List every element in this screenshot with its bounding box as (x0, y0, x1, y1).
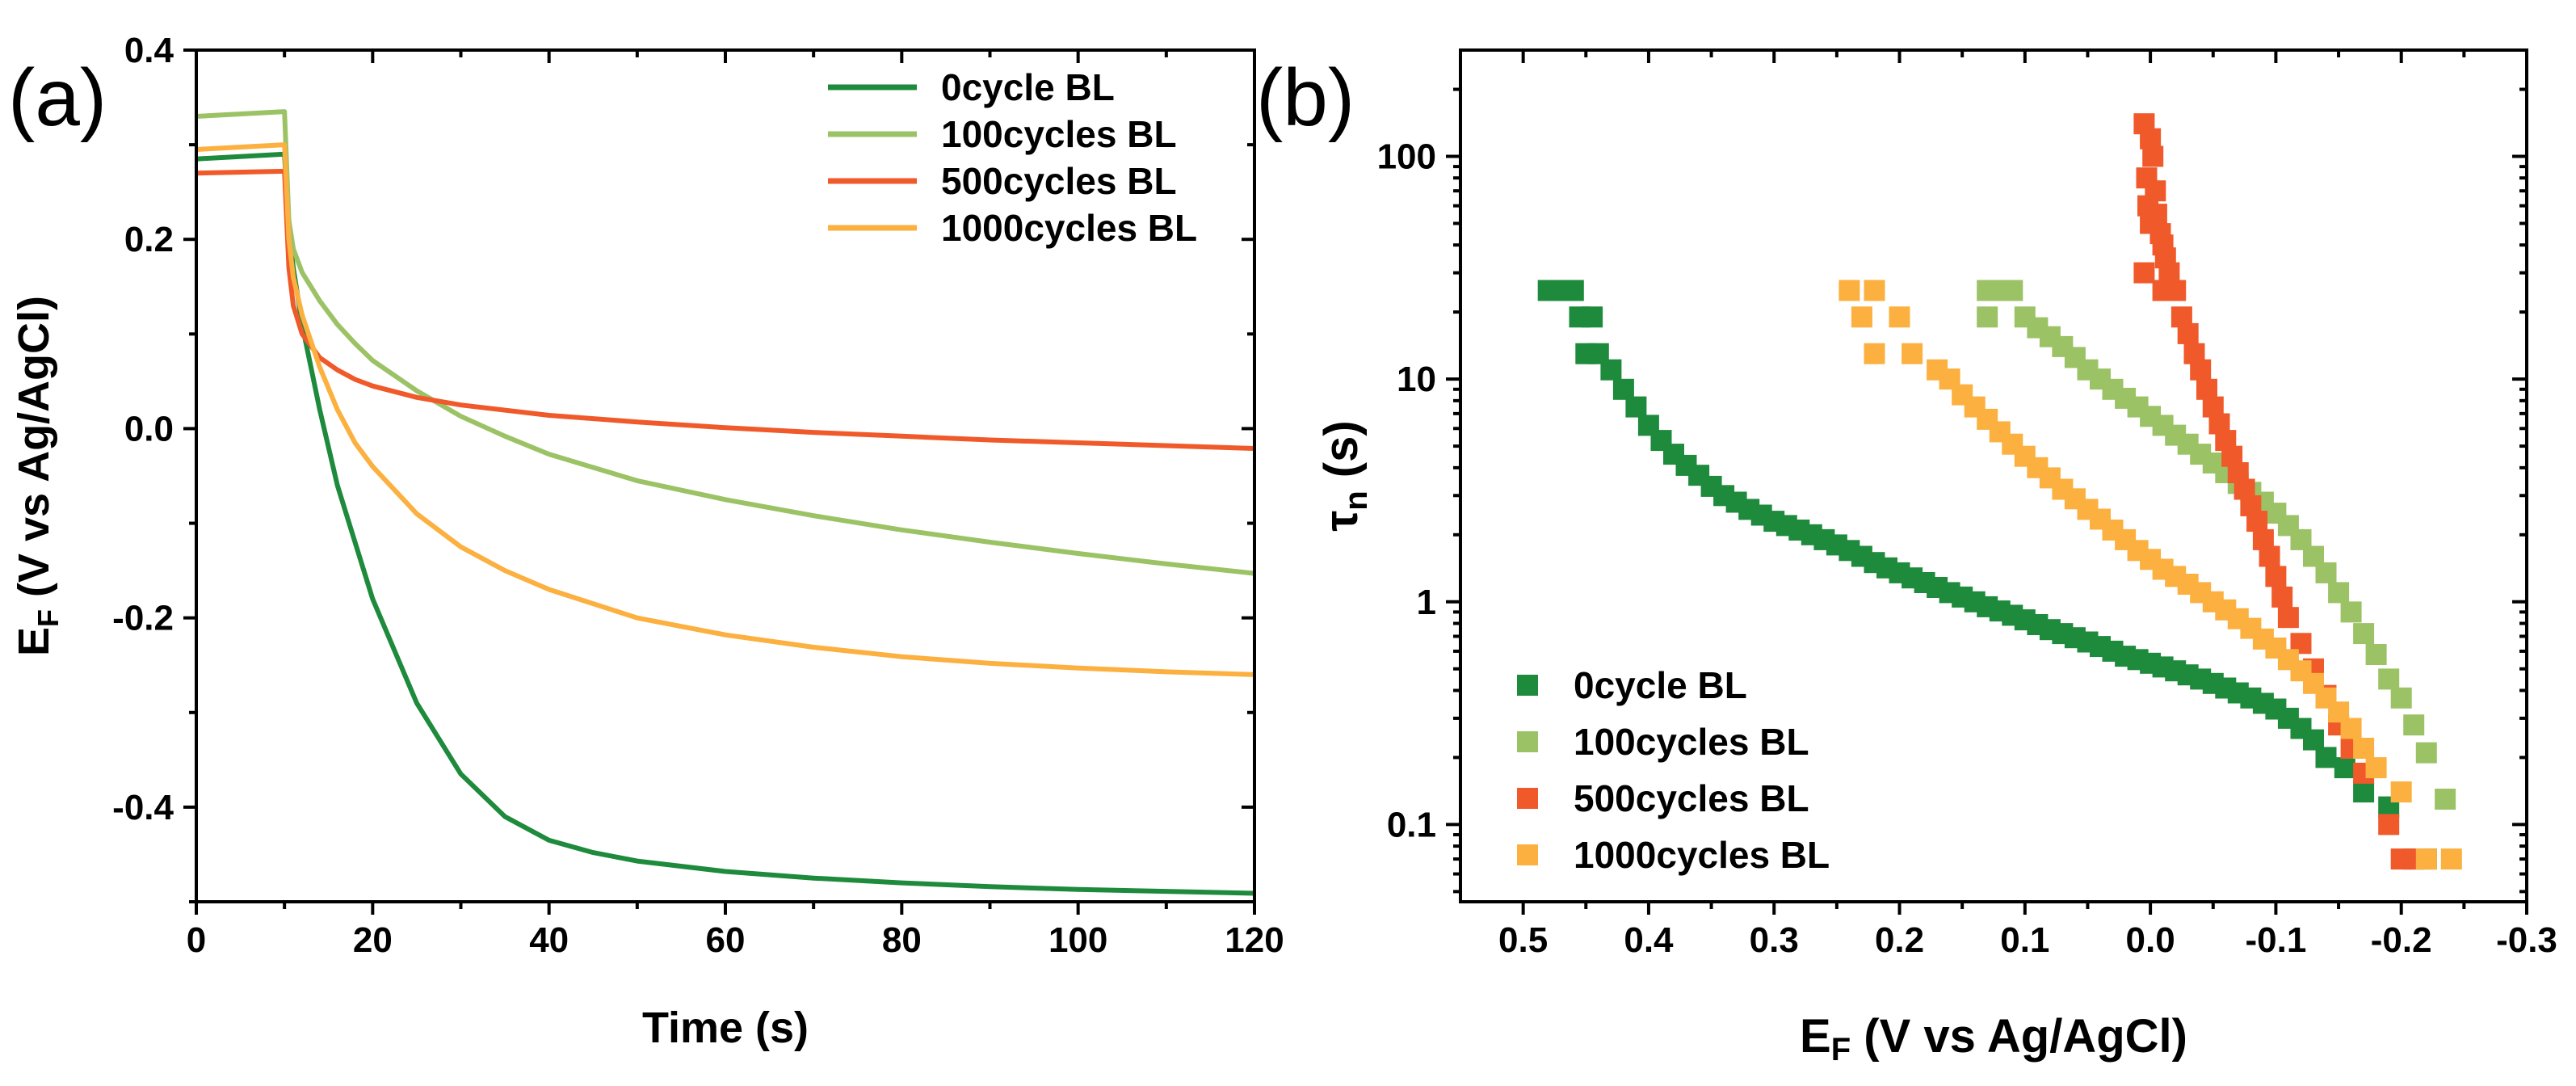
marker-0cycle (1582, 306, 1603, 328)
marker-0cycle (2334, 757, 2355, 779)
marker-100cycles (2328, 582, 2350, 604)
marker-500cycles (2277, 607, 2299, 629)
marker-100cycles (2378, 668, 2400, 690)
marker-100cycles (2315, 562, 2337, 583)
chart-b: 0.5 0.4 0.3 0.2 0.1 0.0 -0.1 -0.2 -0.3 100 10 1 0.1 E… (1315, 48, 2557, 1067)
panel-a-label: (a) (8, 53, 107, 143)
x-tick-label-b: -0.3 (2496, 920, 2557, 960)
legend-label-a-0cycle: 0cycle BL (941, 66, 1115, 108)
marker-1000cycles (1864, 280, 1885, 301)
legend-swatch-b-100cycles (1517, 731, 1538, 752)
marker-0cycle (1600, 359, 1622, 381)
x-axis-title-b: EF (V vs Ag/AgCl) (1800, 1010, 2187, 1067)
marker-1000cycles (2353, 738, 2375, 759)
y-tick-label-a: 0.0 (124, 409, 174, 448)
marker-500cycles (2140, 128, 2162, 149)
marker-1000cycles (1864, 343, 1885, 364)
y-tick-label-a: -0.4 (112, 788, 174, 827)
marker-500cycles (2165, 280, 2187, 301)
marker-1000cycles (1889, 306, 1910, 328)
plot-frame-b (1459, 48, 2528, 903)
chart-a: 0 20 40 60 80 100 120 0.4 0.2 0.0 -0.2 -0.4 Time (s)… (10, 31, 1284, 1052)
series-line-100cycles (195, 109, 1255, 576)
marker-0cycle (1625, 396, 1647, 418)
legend-label-a-1000cycles: 1000cycles BL (941, 207, 1197, 249)
marker-500cycles (2259, 545, 2280, 567)
x-axis-title-a: Time (s) (642, 1004, 809, 1052)
marker-1000cycles (1838, 280, 1860, 301)
marker-500cycles (2196, 378, 2217, 400)
marker-1000cycles (2365, 757, 2387, 779)
marker-1000cycles (2440, 848, 2462, 870)
legend-label-a-500cycles: 500cycles BL (941, 160, 1177, 202)
marker-1000cycles (1902, 343, 1923, 364)
x-tick-label-a: 100 (1048, 920, 1107, 960)
legend-swatch-b-1000cycles (1517, 844, 1538, 865)
marker-100cycles (2415, 742, 2437, 764)
marker-100cycles (1977, 306, 1998, 328)
series-line-500cycles (195, 168, 1255, 451)
x-tick-label-b: -0.1 (2245, 920, 2306, 960)
y-tick-label-a: -0.2 (112, 599, 174, 638)
marker-500cycles (2246, 511, 2268, 532)
x-tick-label-b: 0.1 (2000, 920, 2049, 960)
marker-500cycles (2158, 262, 2180, 284)
x-tick-label-a: 120 (1225, 920, 1284, 960)
y-tick-label-b: 10 (1397, 360, 1436, 399)
legend-swatch-b-0cycle (1517, 675, 1538, 696)
x-tick-label-a: 40 (529, 920, 569, 960)
marker-1000cycles (1851, 306, 1872, 328)
marker-0cycle (1612, 378, 1634, 400)
legend-swatch-b-500cycles (1517, 788, 1538, 809)
x-tick-label-b: 0.4 (1624, 920, 1674, 960)
x-tick-label-a: 20 (353, 920, 393, 960)
marker-500cycles (2177, 322, 2199, 344)
legend-label-b-500cycles: 500cycles BL (1574, 777, 1809, 819)
panel-b-label: (b) (1256, 53, 1355, 143)
legend-label-b-1000cycles: 1000cycles BL (1574, 834, 1830, 876)
marker-0cycle (1562, 280, 1584, 301)
marker-0cycle (2303, 729, 2324, 751)
series-line-1000cycles (195, 142, 1255, 677)
y-tick-label-b: 100 (1377, 137, 1436, 177)
marker-500cycles (2271, 586, 2293, 608)
x-tick-label-b: -0.2 (2371, 920, 2432, 960)
marker-100cycles (2002, 280, 2023, 301)
marker-1000cycles (2390, 781, 2412, 803)
legend-label-b-0cycle: 0cycle BL (1574, 664, 1747, 706)
x-tick-label-b: 0.2 (1875, 920, 1924, 960)
marker-100cycles (2365, 644, 2387, 665)
marker-100cycles (2353, 623, 2375, 645)
series-line-0cycle (195, 151, 1255, 896)
y-tick-label-b: 0.1 (1387, 805, 1436, 844)
marker-100cycles (2340, 601, 2362, 623)
x-tick-label-a: 80 (882, 920, 922, 960)
marker-100cycles (2403, 714, 2425, 736)
x-tick-label-b: 0.5 (1498, 920, 1548, 960)
marker-500cycles (2190, 359, 2212, 381)
marker-1000cycles (2415, 848, 2437, 870)
x-tick-label-a: 60 (706, 920, 746, 960)
marker-500cycles (2133, 262, 2155, 284)
marker-500cycles (2265, 566, 2287, 587)
marker-500cycles (2142, 145, 2164, 167)
legend-label-a-100cycles: 100cycles BL (941, 113, 1177, 155)
marker-100cycles (2390, 687, 2412, 709)
x-tick-label-b: 0.0 (2126, 920, 2175, 960)
y-tick-label-a: 0.2 (124, 220, 174, 259)
marker-0cycle (2315, 747, 2337, 768)
y-tick-label-b: 1 (1417, 583, 1436, 622)
legend-label-b-100cycles: 100cycles BL (1574, 721, 1809, 763)
marker-1000cycles (2340, 718, 2362, 739)
y-axis-title-b: τn (s) (1315, 420, 1374, 531)
x-tick-label-a: 0 (187, 920, 206, 960)
x-tick-label-b: 0.3 (1750, 920, 1799, 960)
marker-0cycle (2353, 781, 2375, 803)
marker-500cycles (2378, 814, 2400, 836)
y-tick-label-a: 0.4 (124, 31, 174, 70)
marker-100cycles (2435, 789, 2456, 810)
y-axis-title-a: EF (V vs Ag/AgCl) (10, 296, 65, 656)
